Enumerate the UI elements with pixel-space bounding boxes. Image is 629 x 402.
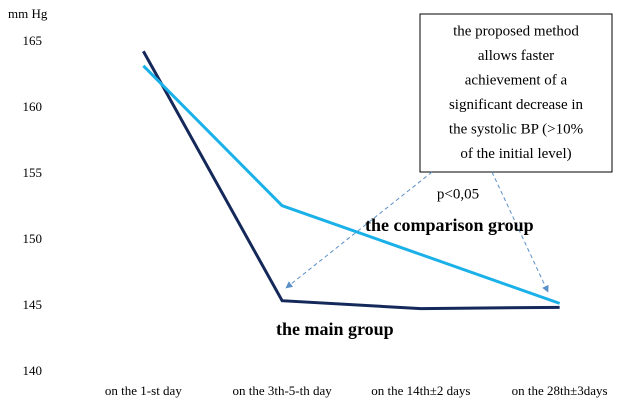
y-tick-label: 140 <box>23 363 43 378</box>
x-tick-label: on the 14th±2 days <box>371 383 470 398</box>
arrow <box>285 171 433 289</box>
annotation-text: achievement of a <box>465 72 568 88</box>
annotation-box <box>419 13 613 173</box>
series-label: the comparison group <box>365 215 534 235</box>
annotation-text: of the initial level) <box>460 146 571 162</box>
annotation-text: the proposed method <box>453 23 579 39</box>
y-tick-label: 160 <box>23 99 43 114</box>
y-tick-label: 150 <box>23 231 43 246</box>
annotation-text: the systolic BP (>10% <box>449 121 583 137</box>
series-line <box>142 50 560 311</box>
series-line <box>142 64 561 305</box>
annotation-text: allows faster <box>478 48 554 64</box>
y-tick-label: 145 <box>23 297 43 312</box>
y-tick-label: 155 <box>23 165 43 180</box>
series-label: the main group <box>276 319 394 339</box>
x-tick-label: on the 3th-5-th day <box>232 383 332 398</box>
y-tick-label: 165 <box>23 33 43 48</box>
x-tick-label: on the 28th±3days <box>512 383 608 398</box>
y-axis-label: mm Hg <box>8 6 48 21</box>
p-value: p<0,05 <box>437 186 479 202</box>
x-tick-label: on the 1-st day <box>105 383 182 398</box>
annotation-text: significant decrease in <box>449 97 584 113</box>
arrow <box>491 171 549 293</box>
